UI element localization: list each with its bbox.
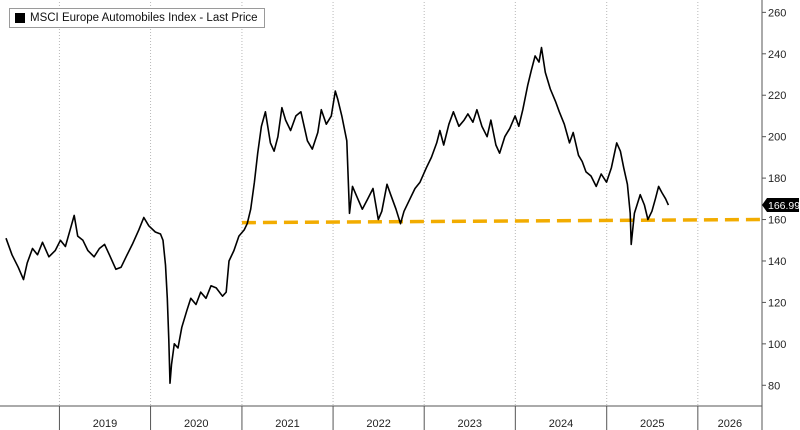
x-tick-label: 2024 xyxy=(549,418,573,430)
y-tick-label: 100 xyxy=(768,339,786,351)
y-tick-label: 80 xyxy=(768,380,780,392)
x-tick-label: 2025 xyxy=(640,418,664,430)
x-tick-label: 2022 xyxy=(366,418,390,430)
x-tick-label: 2021 xyxy=(275,418,299,430)
x-tick-label: 2019 xyxy=(93,418,117,430)
y-tick-label: 120 xyxy=(768,297,786,309)
legend-swatch xyxy=(15,13,25,23)
x-tick-label: 2026 xyxy=(718,418,742,430)
last-price-label: 166.99 xyxy=(768,200,800,212)
y-tick-label: 260 xyxy=(768,7,786,19)
y-tick-label: 180 xyxy=(768,173,786,185)
last-price-tag xyxy=(762,198,799,213)
y-tick-label: 140 xyxy=(768,256,786,268)
y-tick-label: 240 xyxy=(768,49,786,61)
legend: MSCI Europe Automobiles Index - Last Pri… xyxy=(9,8,265,28)
y-tick-label: 160 xyxy=(768,215,786,227)
y-tick-label: 220 xyxy=(768,90,786,102)
x-tick-label: 2023 xyxy=(458,418,482,430)
y-tick-label: 200 xyxy=(768,132,786,144)
price-series-line xyxy=(5,46,670,384)
legend-label: MSCI Europe Automobiles Index - Last Pri… xyxy=(30,12,258,24)
reference-dashed-line xyxy=(241,217,763,225)
x-tick-label: 2020 xyxy=(184,418,208,430)
